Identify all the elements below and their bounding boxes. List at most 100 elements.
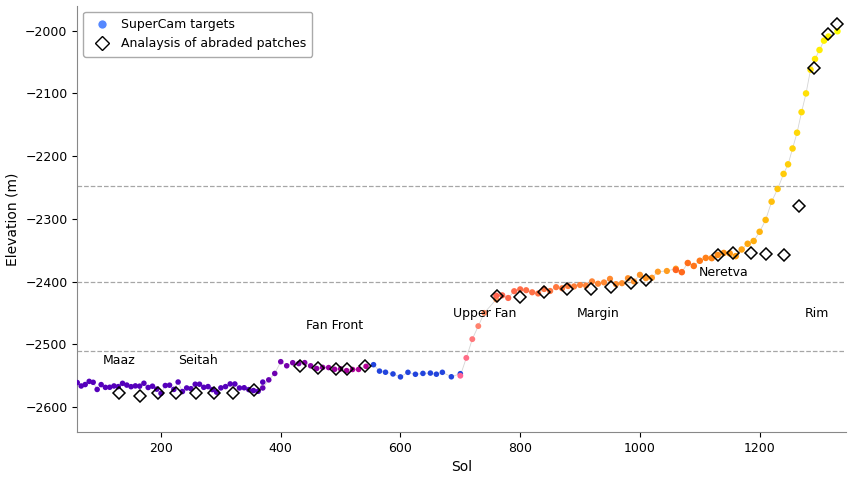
Point: [133, 382, 147, 390]
Point: [223, 380, 237, 388]
Point: [453, 372, 467, 380]
Point: [416, 370, 429, 377]
Legend: SuperCam targets, Analaysis of abraded patches: SuperCam targets, Analaysis of abraded p…: [83, 12, 313, 57]
Point: [453, 370, 467, 378]
Point: [556, 285, 569, 292]
Point: [445, 373, 458, 381]
Point: [579, 282, 593, 289]
Point: [489, 296, 503, 303]
Point: [372, 367, 386, 375]
Point: [256, 384, 269, 392]
Point: [423, 369, 437, 377]
Point: [711, 251, 724, 259]
Point: [561, 282, 575, 290]
Point: [163, 381, 176, 389]
Point: [813, 46, 826, 54]
Point: [322, 364, 336, 372]
Point: [471, 322, 485, 330]
Text: Neretva: Neretva: [699, 266, 749, 279]
Point: [717, 249, 730, 257]
Point: [78, 381, 92, 388]
Point: [146, 383, 159, 390]
Text: Rim: Rim: [804, 307, 829, 320]
Point: [247, 387, 261, 395]
Point: [585, 277, 599, 285]
Point: [316, 363, 330, 371]
Point: [107, 382, 121, 390]
Point: [435, 369, 449, 376]
Point: [615, 279, 629, 287]
Point: [280, 362, 294, 370]
Point: [184, 385, 198, 393]
Point: [251, 387, 265, 395]
Point: [651, 268, 665, 276]
Point: [304, 362, 318, 370]
Point: [394, 373, 407, 381]
Point: [328, 365, 342, 373]
Point: [129, 382, 142, 390]
Point: [621, 275, 635, 282]
Point: [176, 388, 189, 396]
Point: [334, 365, 348, 372]
Point: [821, 33, 835, 40]
Point: [242, 386, 256, 394]
Point: [603, 275, 617, 283]
Point: [550, 283, 563, 291]
Point: [753, 228, 767, 236]
X-axis label: Sol: Sol: [452, 460, 472, 474]
Point: [609, 280, 623, 288]
Text: Margin: Margin: [577, 307, 619, 320]
Point: [465, 336, 479, 343]
Point: [459, 354, 473, 362]
Point: [817, 37, 831, 45]
Point: [660, 267, 674, 275]
Point: [429, 371, 443, 378]
Point: [180, 384, 193, 392]
Point: [675, 268, 688, 276]
Point: [366, 361, 380, 369]
Point: [193, 380, 206, 388]
Point: [298, 359, 312, 366]
Point: [771, 185, 785, 193]
Y-axis label: Elevation (m): Elevation (m): [6, 172, 20, 265]
Point: [508, 288, 521, 295]
Point: [99, 384, 112, 391]
Point: [514, 286, 527, 293]
Point: [233, 384, 246, 392]
Point: [591, 280, 605, 288]
Point: [210, 388, 223, 396]
Point: [346, 366, 360, 373]
Point: [639, 275, 653, 282]
Point: [687, 262, 700, 270]
Point: [386, 370, 400, 378]
Point: [310, 365, 324, 372]
Point: [781, 160, 795, 168]
Point: [573, 281, 587, 289]
Point: [120, 381, 134, 389]
Point: [705, 254, 718, 262]
Point: [799, 90, 813, 97]
Point: [197, 384, 210, 391]
Point: [340, 367, 354, 374]
Point: [256, 378, 269, 386]
Point: [205, 386, 219, 394]
Point: [352, 366, 366, 373]
Point: [201, 383, 215, 390]
Point: [786, 144, 799, 152]
Point: [699, 254, 712, 262]
Point: [759, 216, 773, 224]
Point: [409, 371, 423, 378]
Point: [633, 271, 647, 279]
Point: [735, 246, 749, 253]
Point: [154, 390, 168, 397]
Text: Upper Fan: Upper Fan: [452, 307, 516, 320]
Point: [214, 384, 227, 392]
Point: [95, 381, 108, 388]
Point: [137, 379, 151, 387]
Point: [74, 382, 88, 390]
Point: [803, 66, 817, 73]
Point: [669, 266, 682, 274]
Point: [268, 370, 281, 377]
Point: [809, 55, 822, 63]
Point: [747, 237, 761, 245]
